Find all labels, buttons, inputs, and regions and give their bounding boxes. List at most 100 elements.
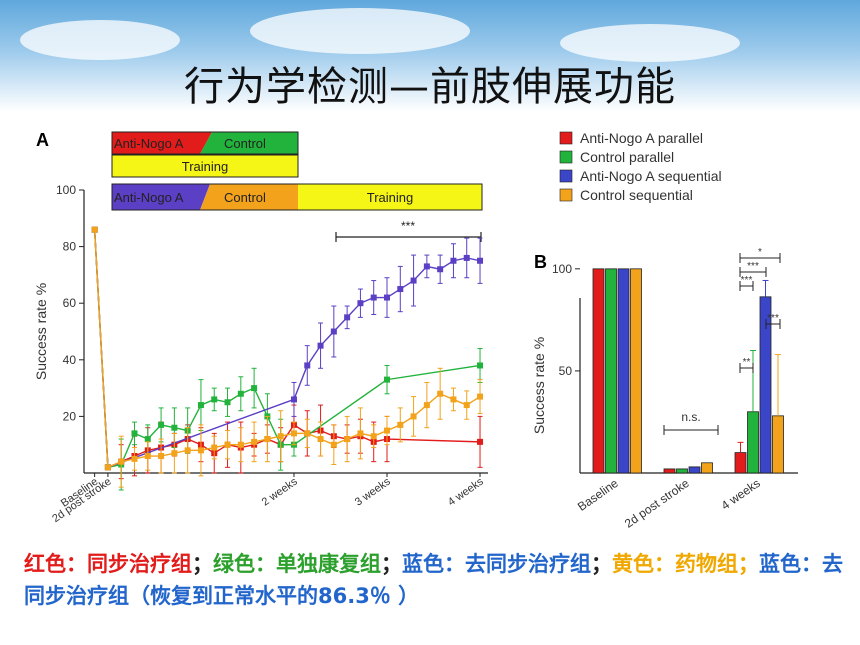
bar1-red-segment — [112, 132, 212, 154]
data-point — [144, 453, 151, 460]
x-tick-label: 2d post stroke — [622, 476, 692, 531]
data-point — [437, 390, 444, 397]
x-tick-label: 4 weeks — [446, 475, 486, 508]
bar3-right-label: Training — [367, 190, 413, 205]
cloud-decoration — [560, 24, 740, 62]
data-point — [384, 376, 390, 383]
y-tick-label: 100 — [56, 183, 76, 197]
caption-separator: ； — [591, 552, 612, 576]
data-point — [251, 385, 258, 392]
caption-yellow-group: 黄色：药物组 — [612, 552, 738, 576]
bar — [630, 268, 642, 474]
data-point — [357, 430, 364, 437]
series-line — [93, 229, 481, 469]
data-point — [423, 402, 430, 409]
data-point — [397, 421, 404, 428]
sig-label: ** — [743, 357, 751, 368]
data-point — [384, 427, 390, 434]
sig-label-a: *** — [401, 219, 415, 233]
y-axis-label: Success rate % — [33, 283, 49, 380]
data-point — [237, 441, 244, 448]
caption-separator: ； — [381, 552, 402, 576]
bar — [663, 468, 676, 474]
data-point — [397, 286, 404, 293]
data-point — [304, 430, 311, 437]
data-point — [277, 433, 284, 440]
data-point — [144, 436, 151, 443]
sig-bracket-a: *** — [335, 219, 482, 242]
caption-separator: ； — [738, 552, 759, 576]
legend-label: Anti-Nogo A sequential — [580, 168, 722, 184]
legend: Anti-Nogo A parallel Control parallel Anti… — [559, 130, 722, 203]
legend-swatch — [559, 169, 573, 183]
y-tick-label: 20 — [63, 409, 77, 423]
data-point — [197, 447, 204, 454]
data-point — [158, 421, 165, 428]
series-line — [93, 229, 481, 469]
cloud-decoration — [20, 20, 180, 60]
slide-title: 行为学检测—前肢伸展功能 — [184, 64, 676, 110]
y-axis-label: Success rate % — [531, 337, 547, 434]
bar-chart: 50 100 Success rate % Baseline 2d post strok… — [531, 247, 798, 531]
bar1-right-label: Control — [224, 136, 266, 151]
legend-swatch — [559, 131, 573, 145]
data-point — [450, 396, 457, 403]
bar3-left-label: Anti-Nogo A — [114, 190, 184, 205]
data-point — [264, 436, 271, 443]
series-line — [93, 229, 481, 469]
bar2-training — [111, 154, 299, 178]
y-tick-label: 80 — [63, 240, 77, 254]
cloud-decoration — [250, 8, 470, 54]
bar1-left-label: Anti-Nogo A — [114, 136, 184, 151]
caption-green-group: 绿色：单独康复组 — [213, 552, 381, 576]
y-tick-label: 60 — [63, 296, 77, 310]
treatment-bars: Anti-Nogo A Control Training Anti-Nogo A… — [111, 131, 483, 211]
data-point — [344, 436, 351, 443]
data-point — [251, 438, 258, 445]
sig-label: *** — [767, 313, 779, 324]
data-point — [477, 393, 484, 400]
caption-red-group: 红色：同步治疗组 — [24, 552, 192, 576]
x-tick-label: Baseline — [575, 476, 621, 514]
data-point — [131, 430, 138, 437]
data-point — [370, 294, 377, 301]
sig-label: *** — [741, 275, 753, 286]
legend-label: Control sequential — [580, 187, 693, 203]
data-point — [224, 441, 231, 448]
data-point — [237, 390, 244, 397]
bar — [772, 415, 784, 474]
data-point — [211, 396, 218, 403]
bar3-mid-label: Control — [224, 190, 266, 205]
figure: A Anti-Nogo A Control Training Anti-Nogo… — [28, 118, 828, 538]
data-point — [224, 399, 231, 406]
bar1-green-segment — [200, 132, 298, 154]
data-point — [370, 433, 377, 440]
legend-label: Control parallel — [580, 149, 674, 165]
data-point — [317, 436, 324, 443]
data-point — [384, 294, 390, 301]
data-point — [330, 441, 337, 448]
bar3-blue-segment — [112, 184, 210, 210]
caption-blue-group-recovery: 蓝色：去同步治疗组（恢复到正常水平的86.3％ ） — [24, 552, 843, 608]
legend-swatch — [559, 188, 573, 202]
data-point — [463, 254, 470, 261]
data-point — [410, 277, 417, 284]
data-point — [477, 438, 484, 445]
data-point — [410, 413, 417, 420]
panel-a-letter: A — [36, 130, 49, 150]
data-point — [437, 266, 444, 273]
legend-label: Anti-Nogo A parallel — [580, 130, 703, 146]
panel-b-letter: B — [534, 252, 547, 272]
bar — [592, 268, 605, 474]
sig-label: * — [758, 247, 762, 258]
data-point — [450, 257, 457, 264]
data-point — [184, 447, 191, 454]
data-point — [317, 342, 324, 349]
data-point — [477, 257, 484, 264]
y-tick-label: 40 — [63, 353, 77, 367]
caption-separator: ； — [192, 552, 213, 576]
x-tick-label: 3 weeks — [353, 475, 393, 508]
x-tick-label: 2 weeks — [260, 475, 300, 508]
y-tick-label: 50 — [559, 364, 573, 378]
